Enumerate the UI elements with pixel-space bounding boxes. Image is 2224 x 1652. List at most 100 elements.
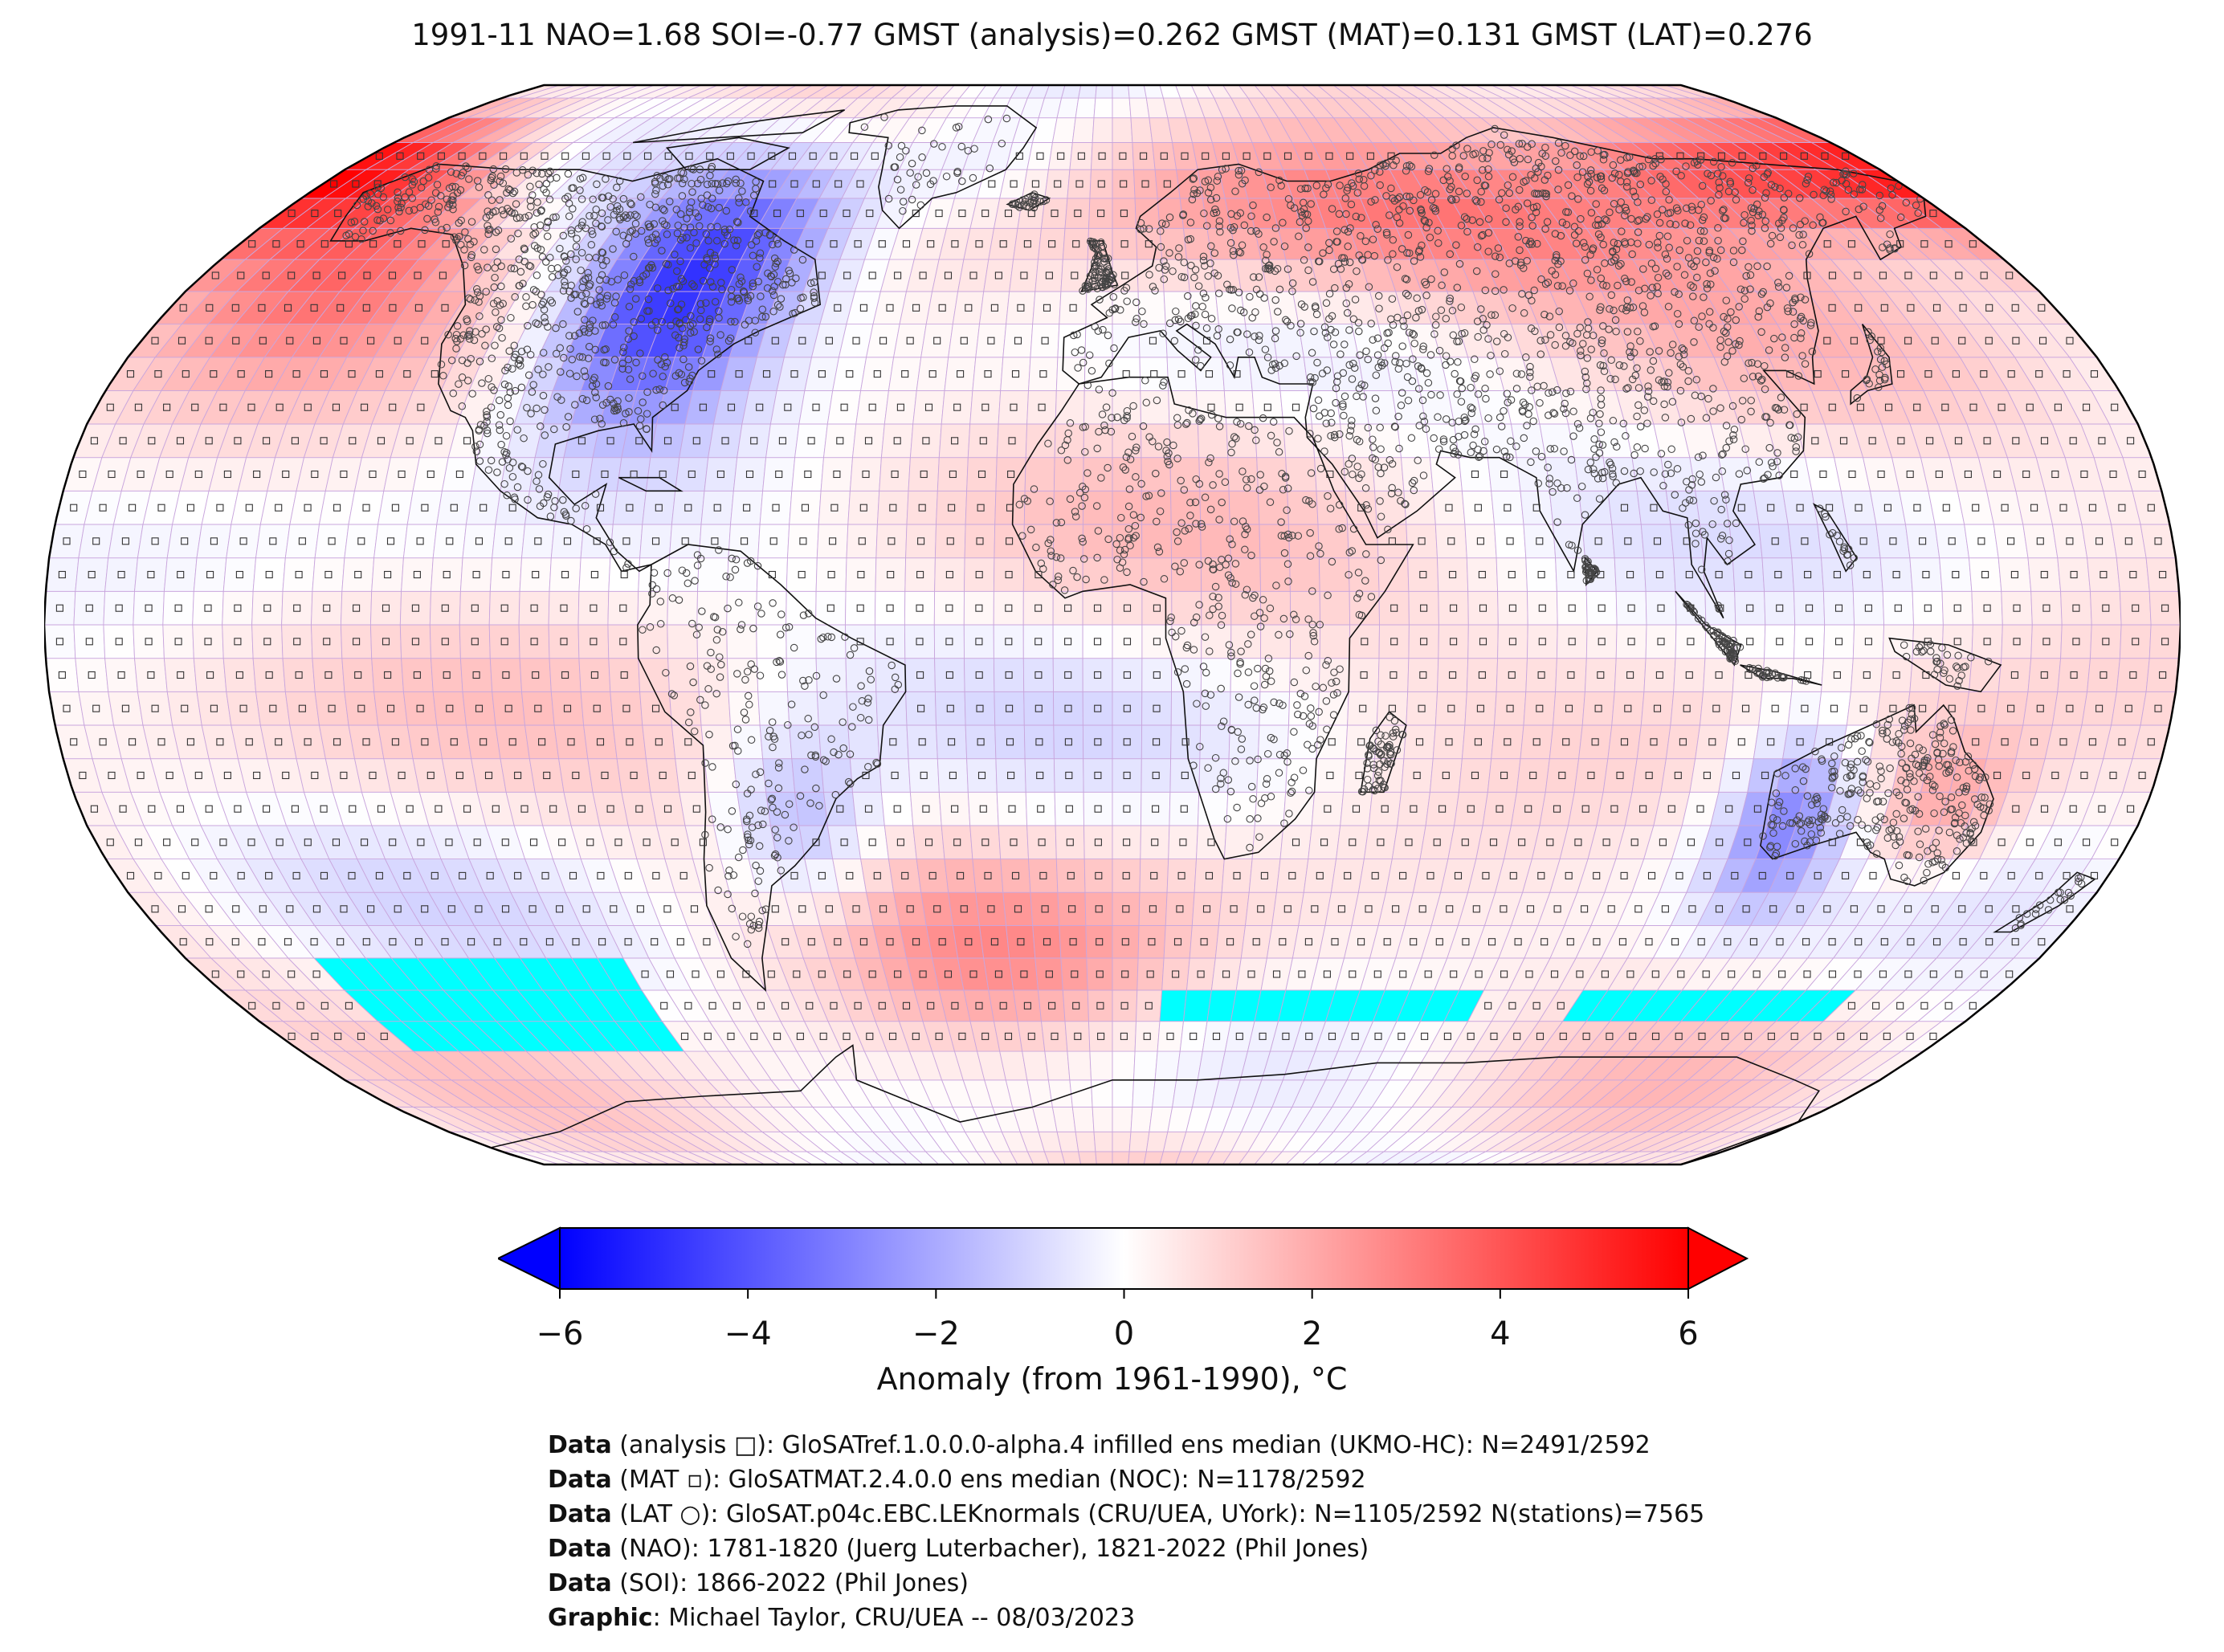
grid-cell [1061, 85, 1082, 99]
grid-cell [612, 490, 647, 525]
grid-cell [1067, 169, 1092, 199]
grid-cell [1169, 791, 1200, 826]
grid-cell [1852, 624, 1885, 659]
grid-cell [815, 658, 847, 692]
grid-cell [1467, 624, 1499, 659]
grid-cell [875, 524, 908, 559]
grid-cell [1112, 624, 1143, 659]
grid-cell [1218, 324, 1250, 358]
grid-cell [1132, 1079, 1156, 1107]
grid-cell [1136, 989, 1163, 1022]
grid-cell [700, 490, 734, 525]
grid-cell [846, 524, 878, 559]
grid-cell [1112, 85, 1130, 99]
grid-cell [1401, 758, 1434, 793]
grid-cell [815, 624, 847, 659]
grid-cell [1308, 825, 1341, 860]
grid-cell [934, 691, 966, 726]
grid-cell [373, 524, 408, 559]
grid-cell [137, 691, 173, 726]
grid-cell [1615, 624, 1647, 659]
grid-cell [708, 791, 743, 826]
grid-cell [459, 557, 493, 592]
grid-cell [1520, 724, 1554, 760]
grid-cell [1112, 169, 1136, 199]
grid-cell [849, 758, 882, 793]
grid-cell [1846, 691, 1881, 726]
grid-cell [1753, 724, 1789, 760]
grid-cell [1615, 590, 1647, 626]
grid-cell [671, 490, 705, 525]
grid-cell [1088, 198, 1113, 229]
grid-cell [1283, 791, 1316, 826]
grid-cell [765, 791, 800, 826]
grid-cell [518, 624, 550, 659]
grid-cell [1112, 142, 1134, 170]
grid-cell [1368, 791, 1402, 826]
grid-cell [1017, 1021, 1046, 1052]
grid-cell [1112, 957, 1139, 991]
grid-cell [1191, 891, 1222, 926]
grid-cell [1112, 490, 1143, 525]
grid-cell [462, 524, 496, 559]
grid-cell [1169, 457, 1201, 492]
grid-cell [944, 357, 977, 391]
grid-cell [1467, 590, 1499, 626]
grid-cell [969, 825, 1002, 860]
grid-cell [222, 658, 256, 692]
grid-cell [44, 590, 76, 626]
grid-cell [1288, 691, 1320, 726]
grid-cell [642, 724, 676, 760]
grid-cell [492, 691, 525, 726]
grid-cell [1636, 724, 1671, 760]
grid-cell [822, 423, 857, 459]
grid-cell [888, 859, 922, 893]
grid-cell [344, 691, 379, 726]
grid-cell [1665, 724, 1701, 760]
grid-cell [816, 524, 849, 559]
grid-cell [912, 390, 945, 425]
grid-cell [1112, 1131, 1132, 1152]
grid-cell [996, 423, 1028, 459]
grid-cell [1660, 457, 1696, 492]
grid-cell [1055, 825, 1085, 860]
grid-cell [1133, 169, 1158, 199]
grid-cell [1112, 1151, 1130, 1165]
grid-cell [133, 590, 165, 626]
grid-cell [1434, 524, 1467, 559]
grid-cell [226, 524, 261, 559]
grid-cell [1425, 423, 1459, 459]
grid-cell [1170, 524, 1202, 559]
grid-cell [2057, 658, 2091, 692]
grid-cell [193, 658, 227, 692]
grid-cell [1053, 691, 1083, 726]
grid-cell [108, 524, 144, 559]
grid-cell [1793, 624, 1826, 659]
grid-cell [1159, 227, 1187, 260]
grid-cell [371, 557, 404, 592]
grid-cell [1047, 1079, 1073, 1107]
grid-cell [816, 691, 849, 726]
grid-cell [1052, 557, 1083, 592]
grid-cell [1171, 624, 1202, 659]
grid-cell [548, 590, 580, 626]
grid-cell [432, 524, 467, 559]
grid-cell [489, 658, 522, 692]
grid-cell [1758, 524, 1793, 559]
grid-cell [909, 423, 942, 459]
grid-cell [1130, 1107, 1153, 1132]
grid-cell [1363, 825, 1398, 860]
grid-cell [108, 691, 144, 726]
grid-cell [888, 357, 922, 391]
grid-cell [1059, 924, 1088, 959]
grid-cell [2051, 524, 2088, 559]
grid-cell [787, 524, 819, 559]
grid-cell [1083, 357, 1113, 391]
grid-cell [166, 691, 202, 726]
grid-cell [1349, 624, 1380, 659]
grid-cell [1169, 758, 1201, 793]
grid-cell [964, 524, 996, 559]
grid-cell [1228, 490, 1260, 525]
grid-cell [1464, 691, 1497, 726]
grid-cell [1083, 758, 1113, 793]
